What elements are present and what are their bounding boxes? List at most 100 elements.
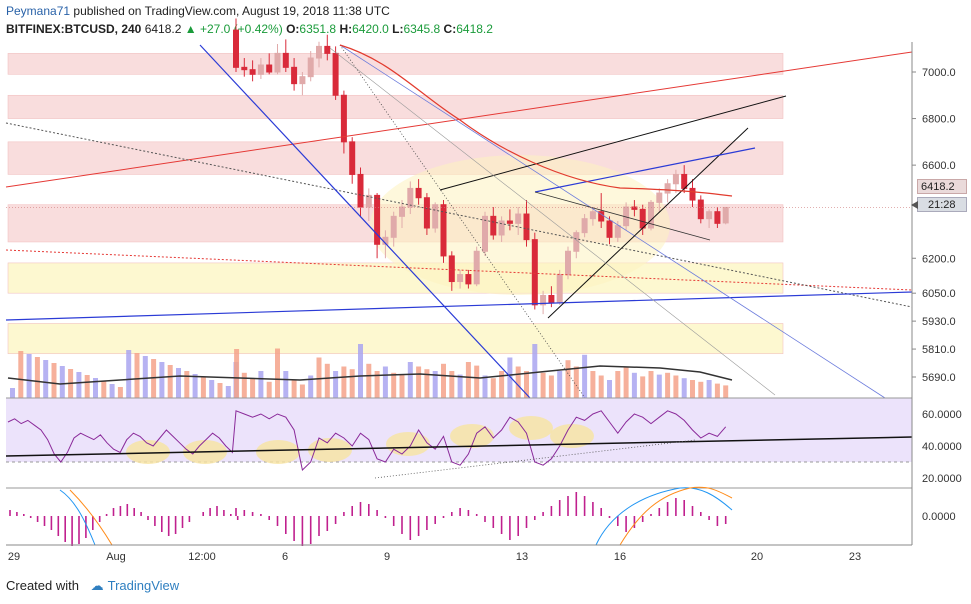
macd-tick-label: 0.0000 — [922, 511, 956, 523]
candle-body — [697, 199, 704, 220]
candle-body — [706, 211, 713, 220]
symbol-info: BITFINEX:BTCUSD, 240 6418.2 ▲ +27.0 (+0.… — [6, 22, 493, 36]
candle-body — [714, 211, 721, 224]
volume-bar — [142, 356, 148, 398]
volume-bar — [507, 357, 513, 398]
rsi-tick-label: 60.0000 — [922, 409, 962, 421]
volume-bar — [109, 384, 115, 398]
candle-body — [365, 194, 372, 208]
macd-line — [595, 487, 733, 546]
countdown-badge: 21:28 — [911, 197, 967, 212]
time-tick-label: 16 — [614, 551, 626, 563]
trend-line — [339, 44, 886, 399]
volume-bar — [43, 360, 49, 398]
volume-bar — [167, 365, 173, 398]
axes: 7000.0 6800.0 6600.0 6200.0 6050.0 5930.0 5810… — [6, 42, 962, 563]
volume-bar — [582, 354, 588, 398]
candle-body — [482, 215, 488, 252]
candle-body — [548, 295, 555, 303]
volume-bar — [607, 380, 612, 398]
volume-bar — [598, 375, 604, 398]
volume-bar — [134, 353, 140, 398]
volume-bar — [34, 357, 40, 398]
volume-bar — [524, 371, 529, 398]
candle-body — [664, 183, 671, 194]
trend-line — [534, 147, 756, 193]
volume-bar — [714, 383, 720, 398]
candle-body — [316, 45, 322, 59]
rsi-highlight — [450, 424, 494, 448]
volume-bar — [76, 372, 82, 398]
volume-bar — [200, 377, 206, 398]
candle-body — [656, 192, 663, 203]
volume-bar — [299, 384, 305, 398]
last-price: 6418.2 — [144, 22, 182, 36]
candle-body — [631, 206, 638, 210]
volume-bar — [648, 371, 654, 398]
volume-bar — [18, 351, 24, 398]
volume-bar — [457, 374, 463, 398]
price-band — [7, 94, 784, 119]
open-label: O: — [286, 22, 300, 36]
candle-body — [648, 201, 654, 229]
rsi-trend-line — [5, 436, 913, 457]
price-change: +27.0 (+0.42%) — [199, 22, 283, 36]
candle-body — [357, 173, 364, 208]
volume-bar — [631, 372, 637, 398]
tradingview-brand[interactable]: TradingView — [107, 578, 180, 593]
tradingview-logo-icon[interactable]: ☁ — [90, 578, 104, 593]
macd-line — [59, 489, 96, 546]
candle-body — [233, 29, 239, 68]
volume-bar — [548, 375, 554, 398]
price-tick-label: 6800.0 — [922, 114, 956, 126]
time-tick-label: 12:00 — [188, 551, 216, 563]
volume-bar — [26, 354, 32, 398]
publish-info: Peymana71 published on TradingView.com, … — [6, 4, 390, 18]
chart-header: Peymana71 published on TradingView.com, … — [0, 0, 971, 40]
volume-bar — [424, 369, 430, 398]
volume-bar — [382, 366, 388, 398]
volume-bar — [681, 378, 687, 398]
volume-bar — [482, 375, 488, 398]
candle-body — [257, 64, 264, 75]
rsi-line — [7, 410, 727, 471]
volume-bar — [449, 371, 455, 398]
volume-bar — [241, 372, 247, 398]
volume-bar — [532, 344, 538, 398]
candle-body — [598, 211, 605, 222]
volume-bar — [93, 378, 98, 398]
candle-body — [498, 220, 505, 236]
volume-bar — [126, 350, 132, 398]
price-tick-label: 7000.0 — [922, 67, 956, 79]
volume-bar — [723, 385, 729, 398]
rsi-highlight — [550, 424, 594, 448]
volume-bar — [441, 363, 446, 398]
volume-bar — [416, 366, 422, 398]
candle-body — [523, 213, 530, 241]
price-tick-label: 5810.0 — [922, 344, 956, 356]
candle-body — [291, 66, 298, 85]
volume-bar — [573, 366, 579, 398]
price-band — [7, 323, 784, 355]
volume-bar — [51, 363, 57, 398]
author-link[interactable]: Peymana71 — [6, 4, 71, 18]
trend-line — [534, 191, 711, 241]
candle-body — [490, 215, 497, 236]
volume-bar — [308, 375, 314, 398]
volume-bar — [349, 369, 355, 398]
volume-bar — [557, 371, 563, 398]
high-value: 6420.0 — [352, 22, 389, 36]
time-tick-label: 6 — [282, 551, 288, 563]
volume-bar — [117, 387, 123, 398]
volume-bar — [366, 363, 372, 398]
rsi-highlight — [256, 440, 300, 464]
price-tick-label: 6600.0 — [922, 160, 956, 172]
candle-body — [299, 76, 306, 85]
price-band — [7, 53, 784, 75]
footer: Created with ☁ TradingView — [6, 578, 179, 594]
volume-bar — [358, 344, 363, 398]
volume-bar — [540, 372, 546, 398]
candlesticks[interactable] — [233, 18, 729, 315]
candle-body — [689, 187, 696, 201]
